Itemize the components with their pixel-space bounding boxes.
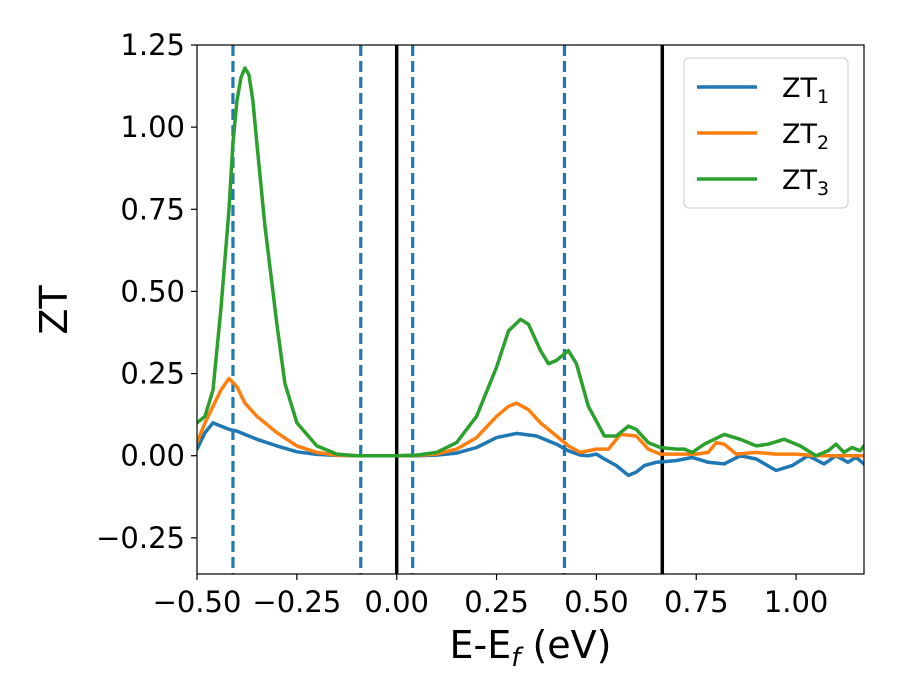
y-tick-label: 1.00 — [120, 110, 185, 144]
x-axis-title: E-Ef (eV) — [450, 623, 612, 673]
x-axis-ticks: −0.50 −0.25 0.00 0.25 0.50 0.75 1.00 — [153, 574, 829, 619]
reference-lines — [231, 45, 665, 574]
x-axis-title-unit: (eV) — [520, 623, 611, 667]
x-axis-title-main: E-E — [450, 623, 512, 667]
x-tick-label: 0.00 — [364, 585, 429, 619]
y-axis-ticks: −0.25 0.00 0.25 0.50 0.75 1.00 1.25 — [96, 28, 197, 555]
x-tick-label: −0.25 — [252, 585, 341, 619]
x-tick-label: 0.50 — [564, 585, 629, 619]
y-tick-label: 1.25 — [120, 28, 185, 62]
x-tick-label: 0.75 — [664, 585, 729, 619]
x-tick-label: 1.00 — [764, 585, 829, 619]
series-line-zt2 — [197, 376, 864, 458]
y-tick-label: 0.50 — [120, 274, 185, 308]
series-line-zt1 — [197, 421, 864, 478]
y-axis-title: ZT — [32, 285, 76, 335]
series-layer — [197, 66, 864, 478]
y-tick-label: −0.25 — [96, 521, 185, 555]
legend-label-zt2: ZT2 — [782, 119, 829, 154]
plot-frame — [196, 44, 865, 575]
series-line-zt3 — [197, 66, 864, 458]
legend-box — [683, 57, 849, 209]
y-tick-label: 0.00 — [120, 439, 185, 473]
x-tick-label: 0.25 — [464, 585, 529, 619]
y-tick-label: 0.75 — [120, 192, 185, 226]
y-tick-label: 0.25 — [120, 357, 185, 391]
legend-label-zt3: ZT3 — [782, 165, 829, 200]
legend: ZT1 ZT2 ZT3 — [683, 57, 849, 209]
x-tick-label: −0.50 — [153, 585, 242, 619]
legend-label-zt1: ZT1 — [782, 73, 829, 108]
